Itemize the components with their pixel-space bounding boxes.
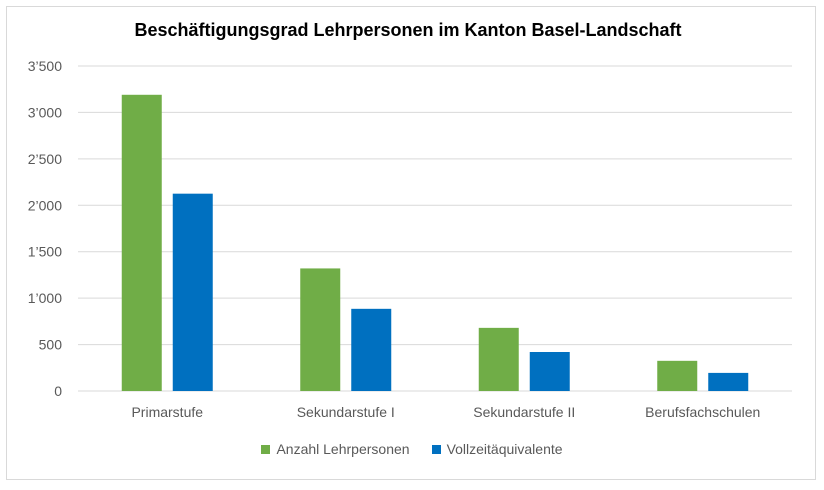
- legend-item-series-2: Vollzeitäquivalente: [431, 441, 563, 457]
- legend-swatch: [431, 444, 441, 454]
- legend-label: Anzahl Lehrpersonen: [276, 441, 410, 457]
- x-category-label: Berufsfachschulen: [645, 404, 760, 420]
- x-category-label: Primarstufe: [131, 404, 203, 420]
- y-tick-label: 1’500: [28, 244, 62, 260]
- bar-1-sekundarstufe-i: [300, 268, 341, 391]
- bar-1-berufsfachschulen: [657, 360, 698, 391]
- bar-2-sekundarstufe-ii: [529, 352, 570, 391]
- bar-2-primarstufe: [172, 193, 213, 391]
- bar-2-sekundarstufe-i: [351, 308, 392, 391]
- y-tick-label: 1’000: [28, 290, 62, 306]
- y-tick-label: 3’000: [28, 104, 62, 120]
- y-tick-label: 3’500: [28, 58, 62, 74]
- legend-label: Vollzeitäquivalente: [446, 441, 563, 457]
- bar-chart: 0 500 1’000 1’500 2’000 2’500 3’000 3’500 Prima…: [28, 58, 792, 420]
- x-axis-categories: Primarstufe Sekundarstufe I Sekundarstufe …: [131, 404, 760, 420]
- y-tick-label: 2’000: [28, 197, 62, 213]
- x-category-label: Sekundarstufe II: [473, 404, 575, 420]
- bar-2-berufsfachschulen: [708, 372, 749, 391]
- chart-title: Beschäftigungsgrad Lehrpersonen im Kanto…: [134, 20, 682, 40]
- bar-1-primarstufe: [121, 94, 162, 392]
- legend-item-series-1: Anzahl Lehrpersonen: [261, 441, 410, 457]
- bars: [121, 94, 749, 392]
- y-tick-label: 2’500: [28, 151, 62, 167]
- y-axis-ticks: 0 500 1’000 1’500 2’000 2’500 3’000 3’500: [28, 58, 62, 399]
- x-category-label: Sekundarstufe I: [297, 404, 395, 420]
- y-tick-label: 500: [39, 337, 63, 353]
- legend: Anzahl Lehrpersonen Vollzeitäquivalente: [0, 441, 824, 457]
- y-tick-label: 0: [54, 383, 62, 399]
- legend-swatch: [261, 444, 271, 454]
- bar-1-sekundarstufe-ii: [478, 327, 519, 391]
